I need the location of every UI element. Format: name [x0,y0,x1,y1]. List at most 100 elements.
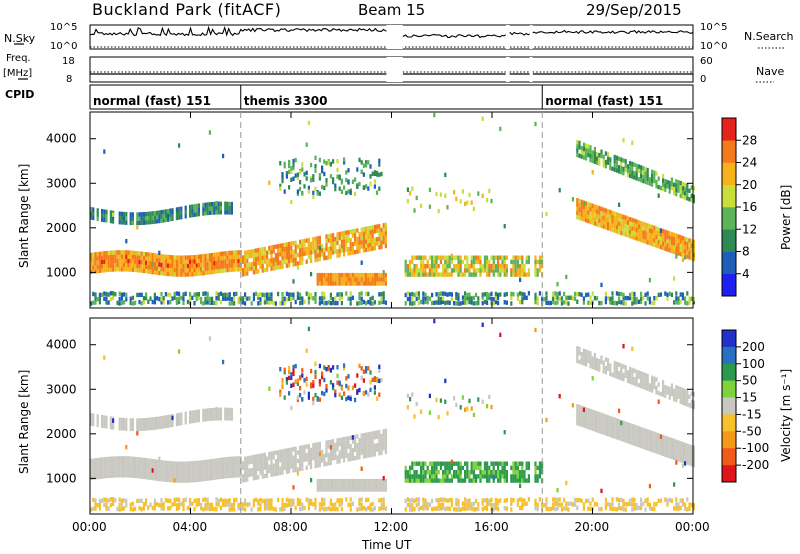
ground-cell-velocity [118,497,121,502]
morning-band-cell-power [217,252,220,257]
morning-band-cell-power [112,254,115,259]
sparse-cell-power [208,130,211,135]
sparse-cell-velocity [351,435,354,440]
rising-band-cell-velocity [255,458,258,464]
ground-cell-power [217,292,220,297]
sparse-cell-velocity [305,348,308,353]
upper-scatter-cell-velocity [325,384,328,389]
morning-band-cell-power [158,262,161,267]
upper-band-cell-power [206,210,209,216]
ground-cell-velocity [360,506,363,512]
ground-cell-velocity [226,502,229,507]
low-band-cell-velocity [347,483,350,488]
upper-band-cell-power [191,204,194,209]
ground-cell-power [688,296,691,301]
morning-band-cell-velocity [178,465,181,471]
morning-band-cell-velocity [193,473,196,479]
evening-band-cell-velocity [624,425,627,430]
evening-band-cell-power [675,237,678,243]
evening-band-cell-power [587,202,590,207]
upper-scatter-cell-power [310,178,313,183]
y-tick-label: 4000 [46,338,77,352]
morning-band-cell-power [197,254,200,259]
ground-cell-power [494,296,497,301]
upper-band-cell-power [197,203,200,208]
ground-cell-power [684,300,687,305]
far-band-cell-velocity [585,357,588,363]
upper-band-cell-power [142,212,145,217]
upper-band-cell-velocity [123,426,126,431]
far-band-cell-velocity [629,379,632,384]
low-band-cell-velocity [351,483,354,488]
morning-band-cell-velocity [114,473,117,478]
ground-cell-power [543,297,546,302]
low-band-cell-power [365,277,368,282]
upper-band-cell-power [105,214,108,219]
morning-band-cell-power [142,268,145,274]
upper-scatter-cell-power [347,189,350,194]
ground-cell-velocity [545,497,548,502]
evening-band-cell-power [675,246,678,251]
afternoon-cell-velocity [503,474,506,479]
upper-band-cell-velocity [136,422,139,427]
afternoon-cell-power [448,272,451,277]
rising-band-cell-power [259,264,262,269]
evening-band-cell-velocity [589,421,592,426]
rising-band-cell-velocity [334,455,337,460]
ground-cell-power [158,296,161,302]
low-band-cell-velocity [360,483,363,488]
upper-band-cell-velocity [123,422,126,427]
afternoon-cell-power [538,268,541,273]
evening-band-cell-power [589,202,592,208]
rising-band-cell-velocity [257,462,260,467]
ground-cell-velocity [281,502,284,507]
afternoon-cell-velocity [490,461,493,466]
ground-cell-power [310,292,313,298]
far-band-cell-velocity [668,391,671,396]
ground-cell-velocity [604,497,607,503]
ground-cell-power [138,292,141,298]
afternoon-cell-velocity [450,465,453,471]
low-band-cell-velocity [369,478,372,484]
upper-band-cell-velocity [120,426,123,431]
far-band-cell-velocity [607,358,610,363]
figure-title: Buckland Park (fitACF) [92,0,281,19]
morning-band-cell-velocity [219,457,222,463]
sparse-cell-velocity [556,488,559,493]
far-band-cell-power [681,181,684,187]
evening-band-cell-velocity [578,404,581,410]
afternoon-cell-power [479,259,482,265]
ground-cell-velocity [622,498,625,504]
rising-band-cell-velocity [263,473,266,479]
morning-band-cell-power [208,253,211,258]
ground-cell-velocity [431,506,434,512]
rising-band-cell-power [336,253,339,258]
morning-band-cell-power [226,250,229,256]
evening-band-cell-power [635,223,638,228]
upper-band-cell-velocity [208,408,211,413]
far-band-cell-power [688,188,691,193]
low-band-cell-power [345,281,348,286]
evening-band-cell-power [593,204,596,209]
afternoon-cell-power [459,255,462,260]
evening-band-cell-power [648,236,651,242]
upper-band-cell-power [140,220,143,225]
upper-band-cell-power [96,212,99,217]
rising-band-cell-power [292,241,295,246]
afternoon-cell-velocity [431,465,434,471]
ground-cell-velocity [92,506,95,511]
morning-band-cell-velocity [151,475,154,481]
afternoon-cell-velocity [459,461,462,466]
ground-cell-power [182,292,185,297]
morning-band-cell-power [233,254,236,259]
ground-cell-velocity [175,506,178,511]
ground-cell-power [494,291,497,297]
afternoon-cell-velocity [516,478,519,483]
rising-band-cell-power [283,259,286,265]
morning-band-cell-power [226,263,229,268]
evening-band-cell-power [690,247,693,252]
upper-scatter-cell-power [312,177,315,182]
far-band-cell-velocity [644,381,647,386]
upper-scatter-cell-power [305,176,308,181]
rising-band-cell-power [327,234,330,239]
